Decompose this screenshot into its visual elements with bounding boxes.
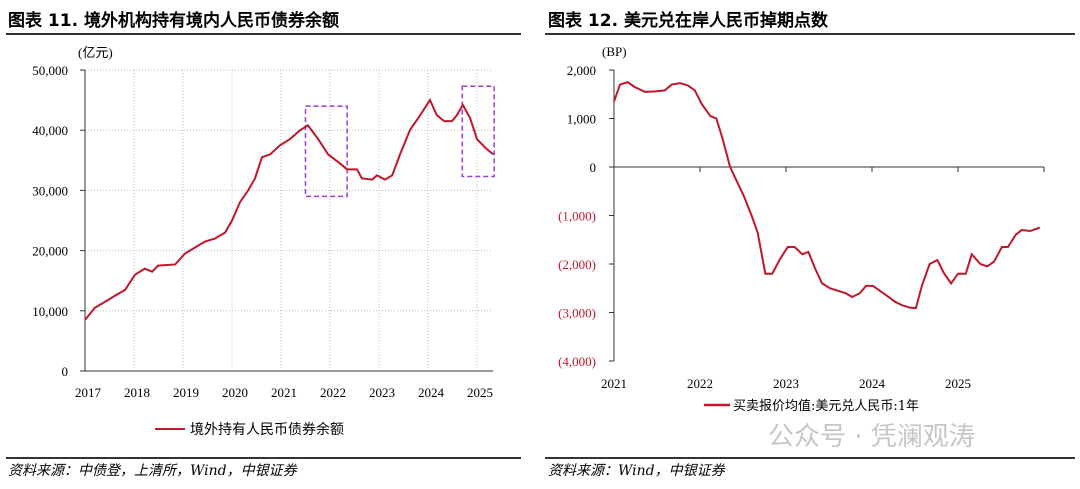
highlight-box <box>304 105 348 198</box>
x-tick-label: 2021 <box>601 376 627 391</box>
legend-label: 境外持有人民币债券余额 <box>190 421 344 438</box>
x-tick-label: 2023 <box>369 385 395 400</box>
watermark: 公众号 · 凭澜观涛 <box>768 422 975 452</box>
highlight-box <box>461 85 495 178</box>
y-tick-label: 1,000 <box>567 112 596 127</box>
x-tick-label: 2022 <box>687 376 713 391</box>
x-tick-label: 2019 <box>173 385 199 400</box>
y-tick-label: (3,000) <box>558 306 596 321</box>
left-chart-title: 图表 11. 境外机构持有境内人民币债券余额 <box>8 11 339 31</box>
x-tick-label: 2018 <box>124 385 150 400</box>
x-tick-label: 2025 <box>467 385 493 400</box>
y-tick-label: (1,000) <box>558 209 596 224</box>
y-tick-label: 0 <box>62 364 69 379</box>
y-axis-unit: (BP) <box>602 44 627 59</box>
x-tick-label: 2025 <box>945 376 971 391</box>
series-line <box>84 98 494 321</box>
y-axis-unit: (亿元) <box>78 45 113 60</box>
x-tick-label: 2022 <box>320 385 346 400</box>
legend-label: 买卖报价均值:美元兑人民币:1年 <box>733 398 919 414</box>
x-tick-label: 2017 <box>75 385 102 400</box>
y-tick-label: 20,000 <box>32 244 68 259</box>
right-source: 资料来源：Wind，中银证券 <box>548 463 725 479</box>
y-tick-label: 40,000 <box>32 123 68 138</box>
y-tick-label: (2,000) <box>558 257 596 272</box>
right-chart: (4,000) (3,000) (2,000) (1,000) 0 1,000 2,000 2… <box>558 44 1045 414</box>
y-tick-label: 2,000 <box>567 63 596 78</box>
x-tick-label: 2021 <box>271 385 297 400</box>
left-source: 资料来源：中债登，上清所，Wind，中银证券 <box>8 463 297 479</box>
x-tick-label: 2023 <box>773 376 799 391</box>
y-tick-label: 30,000 <box>32 183 68 198</box>
right-source-rule <box>545 457 1075 459</box>
series-line <box>613 81 1041 310</box>
x-tick-label: 2024 <box>418 385 445 400</box>
y-tick-label: 0 <box>590 160 597 175</box>
left-title-rule <box>6 33 521 35</box>
y-tick-label: 50,000 <box>32 63 68 78</box>
x-tick-label: 2020 <box>222 385 248 400</box>
right-chart-title: 图表 12. 美元兑在岸人民币掉期点数 <box>548 11 828 31</box>
y-tick-label: (4,000) <box>558 354 596 369</box>
x-tick-label: 2024 <box>859 376 886 391</box>
left-chart: 0 10,000 20,000 30,000 40,000 50,000 2017 2018 2… <box>32 45 495 438</box>
right-title-rule <box>545 33 1075 35</box>
y-tick-label: 10,000 <box>32 304 68 319</box>
left-source-rule <box>6 457 521 459</box>
